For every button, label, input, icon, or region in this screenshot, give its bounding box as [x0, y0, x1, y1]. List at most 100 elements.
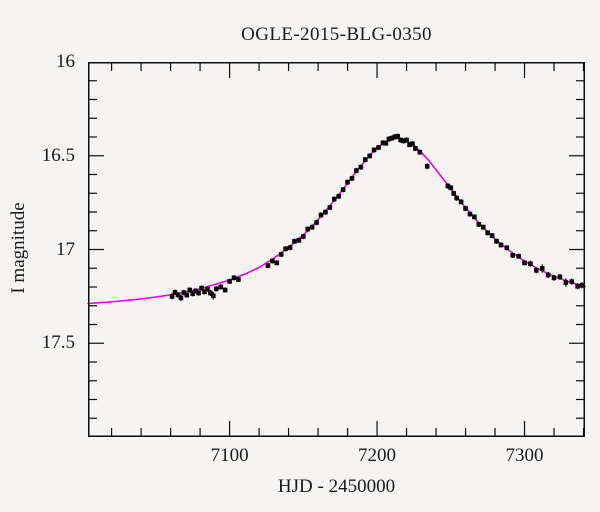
data-point: [193, 288, 198, 294]
data-point: [367, 153, 372, 159]
data-point: [292, 238, 297, 244]
plot-title: OGLE-2015-BLG-0350: [241, 24, 432, 45]
data-point: [371, 147, 377, 153]
data-point: [510, 253, 516, 258]
data-point: [318, 212, 324, 218]
data-point: [274, 260, 280, 266]
data-point: [485, 230, 490, 236]
data-point: [472, 214, 477, 220]
x-tick-label: 7100: [210, 445, 249, 466]
data-point: [227, 279, 232, 284]
data-point: [327, 205, 333, 210]
data-point: [498, 242, 504, 248]
data-point: [494, 238, 499, 244]
data-point: [569, 279, 575, 284]
data-point: [380, 140, 386, 146]
data-point: [218, 284, 224, 290]
data-point: [395, 133, 401, 139]
y-tick-label: 17: [56, 238, 75, 260]
data-point: [489, 233, 495, 238]
data-point: [287, 245, 293, 250]
data-point: [305, 226, 311, 232]
data-point: [211, 293, 216, 299]
plot-area: [87, 62, 586, 437]
data-point: [309, 224, 315, 230]
data-point: [516, 253, 521, 259]
data-point: [539, 266, 545, 271]
data-point: [448, 185, 454, 191]
data-point: [389, 135, 395, 141]
data-point: [196, 290, 201, 296]
data-point: [424, 163, 430, 169]
data-point: [358, 164, 364, 170]
data-point: [301, 234, 306, 239]
data-point: [392, 134, 398, 140]
data-point: [270, 258, 275, 264]
data-point: [265, 263, 271, 268]
data-point: [401, 138, 406, 144]
data-point: [575, 283, 580, 289]
data-point: [336, 193, 342, 199]
data-point: [187, 287, 193, 293]
data-point: [208, 290, 213, 296]
plot-canvas: [87, 62, 586, 437]
data-point: [476, 222, 482, 227]
data-point: [551, 275, 557, 281]
data-point: [407, 142, 412, 147]
data-point: [345, 179, 350, 185]
data-point: [467, 211, 473, 217]
data-point: [236, 277, 241, 282]
data-point: [169, 294, 175, 299]
data-point: [534, 268, 539, 273]
data-point: [278, 252, 284, 257]
plot-frame: [88, 62, 585, 437]
data-point: [383, 140, 389, 146]
data-point: [175, 292, 181, 298]
x-axis-label: HJD - 2450000: [277, 476, 396, 497]
data-point: [314, 220, 319, 225]
data-point: [458, 199, 464, 205]
data-point: [463, 206, 468, 211]
data-point: [340, 187, 346, 192]
data-point: [231, 275, 237, 281]
x-tick-label: 7200: [358, 445, 397, 466]
data-point: [451, 191, 457, 196]
data-point: [214, 286, 219, 292]
x-tick-label: 7300: [505, 445, 544, 466]
data-point: [557, 274, 563, 280]
data-point: [522, 260, 527, 266]
data-point: [417, 149, 423, 155]
data-point: [398, 137, 403, 143]
y-tick-label: 16: [56, 51, 75, 72]
data-point: [445, 183, 451, 189]
data-point: [283, 246, 288, 252]
data-point: [376, 145, 381, 150]
data-point: [202, 289, 207, 295]
y-tick-label: 16.5: [41, 144, 75, 166]
data-point: [528, 261, 533, 267]
data-point: [545, 272, 551, 278]
data-point: [480, 224, 486, 230]
data-point: [579, 283, 585, 288]
data-point: [181, 290, 187, 295]
data-point: [205, 286, 210, 292]
data-point: [404, 137, 409, 143]
data-point: [349, 176, 355, 181]
data-point: [222, 287, 228, 293]
data-point: [386, 136, 392, 142]
data-point: [323, 209, 328, 215]
data-point: [331, 196, 337, 202]
data-point: [184, 292, 190, 298]
data-point: [296, 238, 302, 243]
data-point: [178, 295, 184, 301]
data-point: [199, 285, 204, 291]
data-point: [563, 280, 569, 285]
data-point: [410, 141, 415, 147]
data-point: [504, 245, 510, 251]
data-point: [172, 289, 178, 295]
data-point: [354, 168, 359, 173]
model-curve: [87, 137, 586, 305]
data-point: [362, 157, 368, 162]
data-point: [413, 146, 418, 151]
